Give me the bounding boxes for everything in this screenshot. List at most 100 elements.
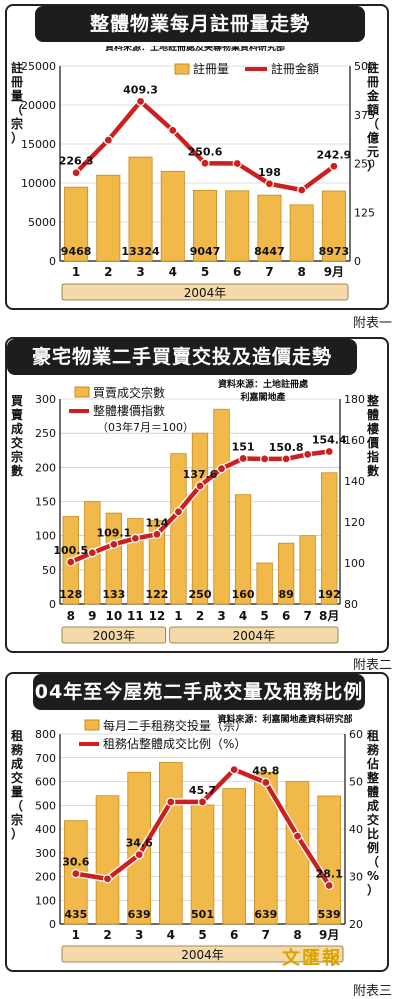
line-value-label: 34.6 — [126, 837, 153, 850]
series-point — [135, 96, 146, 106]
bar-value-label: 501 — [191, 908, 214, 921]
year-band-label: 2003年 — [93, 629, 136, 643]
category-label: 2 — [196, 609, 204, 623]
right-axis-label-char: 樓 — [367, 421, 379, 436]
chart-3-title: 04年至今屋苑二手成交量及租務比例 — [34, 681, 364, 703]
right-axis-label-char: % — [367, 869, 379, 883]
bar — [321, 472, 338, 605]
bar-value-label: 639 — [128, 908, 151, 921]
series-point — [281, 454, 291, 464]
chart-2-title: 豪宅物業二手買賣交投及造價走勢 — [31, 346, 332, 368]
left-axis-label-char: 賣 — [10, 407, 24, 422]
left-axis-label-char: 租 — [11, 729, 23, 743]
bar-value-label: 8447 — [254, 245, 285, 258]
series-point — [297, 185, 307, 195]
category-label: 8 — [293, 928, 301, 942]
series-point — [166, 797, 176, 807]
left-axis-label-char: ） — [11, 826, 23, 841]
left-axis-label-char: ） — [11, 130, 23, 145]
right-tick-label: 250 — [354, 158, 375, 171]
right-axis-label-char: 務 — [367, 742, 380, 757]
right-axis-label-char: ） — [367, 158, 379, 173]
source-note: 資料來源：土地註冊處 — [218, 379, 309, 390]
series-point — [102, 874, 113, 884]
left-tick-label: 150 — [35, 496, 56, 509]
bar — [191, 432, 209, 605]
right-axis-label-char: 比 — [367, 826, 379, 841]
bar — [321, 190, 346, 262]
series-point — [324, 446, 334, 457]
bar-value-label: 160 — [232, 588, 255, 601]
left-tick-label: 700 — [35, 752, 56, 765]
line-value-label: 226.3 — [59, 155, 94, 168]
category-label: 2 — [103, 928, 111, 942]
right-tick-label: 120 — [344, 516, 365, 529]
category-label: 3 — [217, 609, 225, 623]
line-value-label: 242.9 — [316, 148, 351, 161]
legend-label: 買賣成交宗數 — [93, 385, 165, 400]
left-tick-label: 300 — [35, 393, 56, 406]
right-tick-label: 40 — [349, 823, 363, 836]
category-label: 11 — [127, 609, 144, 623]
chart-panel-1: 整體物業每月註冊量走勢 0 5000 10000 15000 20000 25000 0 12… — [5, 4, 389, 320]
bar — [95, 795, 120, 925]
bar — [213, 408, 230, 605]
left-axis-label-char: 宗 — [11, 449, 23, 464]
left-axis-label-char: 宗 — [11, 116, 23, 131]
bar — [128, 156, 153, 262]
series-point — [292, 831, 303, 841]
category-label: 7 — [304, 609, 312, 623]
right-axis-label-char: 體 — [367, 784, 379, 799]
left-tick-label: 0 — [49, 255, 56, 268]
category-label: 12 — [149, 609, 166, 623]
series-point — [71, 168, 81, 178]
right-axis-label-char: 註 — [367, 60, 379, 75]
category-label: 7 — [265, 265, 273, 279]
left-tick-label: 400 — [35, 823, 56, 836]
right-axis-label-char: 數 — [367, 463, 379, 478]
left-tick-label: 0 — [49, 598, 56, 611]
bar — [299, 535, 316, 605]
panel-2-title-box: 豪宅物業二手買賣交投及造價走勢 — [7, 339, 357, 375]
category-label: 9月 — [324, 265, 344, 279]
category-label: 7 — [262, 928, 270, 942]
left-tick-label: 200 — [35, 461, 56, 474]
source-note: 資料來源：土地註冊處及美聯物業資料研究部 — [105, 46, 285, 53]
category-label: 8 — [297, 265, 305, 279]
left-axis-label-char: 買 — [11, 394, 23, 408]
category-label: 8月 — [319, 609, 339, 623]
right-tick-label: 375 — [354, 109, 375, 122]
left-tick-label: 100 — [35, 530, 56, 543]
year-band — [61, 945, 344, 963]
legend-label: 整體樓價指數 — [93, 403, 165, 418]
right-tick-label: 140 — [344, 475, 365, 488]
right-axis-label-char: 元 — [367, 145, 379, 159]
year-band — [61, 283, 349, 301]
line-value-label: 28.1 — [316, 868, 343, 881]
bar — [190, 804, 215, 925]
line-value-label: 45.7 — [189, 784, 216, 797]
bar-value-label: 435 — [64, 908, 87, 921]
series-point — [173, 507, 184, 517]
left-axis-label-char: 成 — [11, 421, 23, 436]
right-axis-label-char: 億 — [367, 130, 379, 145]
left-tick-label: 10000 — [21, 177, 56, 190]
series-point — [66, 557, 76, 567]
bar-value-label: 8973 — [319, 245, 350, 258]
category-label: 1 — [72, 928, 80, 942]
series-point — [232, 158, 242, 169]
right-tick-label: 50 — [349, 776, 363, 789]
right-axis-label-char: 價 — [366, 435, 380, 450]
left-tick-label: 15000 — [21, 138, 56, 151]
bar — [148, 520, 166, 605]
series-point — [71, 869, 81, 879]
bar — [225, 190, 250, 262]
category-label: 4 — [239, 609, 247, 623]
panel-3-title-box: 04年至今屋苑二手成交量及租務比例 — [33, 674, 365, 710]
bar-value-label: 122 — [145, 588, 168, 601]
series-point — [216, 464, 227, 474]
right-tick-label: 100 — [344, 557, 365, 570]
panel-1-title-box: 整體物業每月註冊量走勢 — [35, 6, 365, 42]
line-value-label: 100.5 — [53, 544, 88, 557]
